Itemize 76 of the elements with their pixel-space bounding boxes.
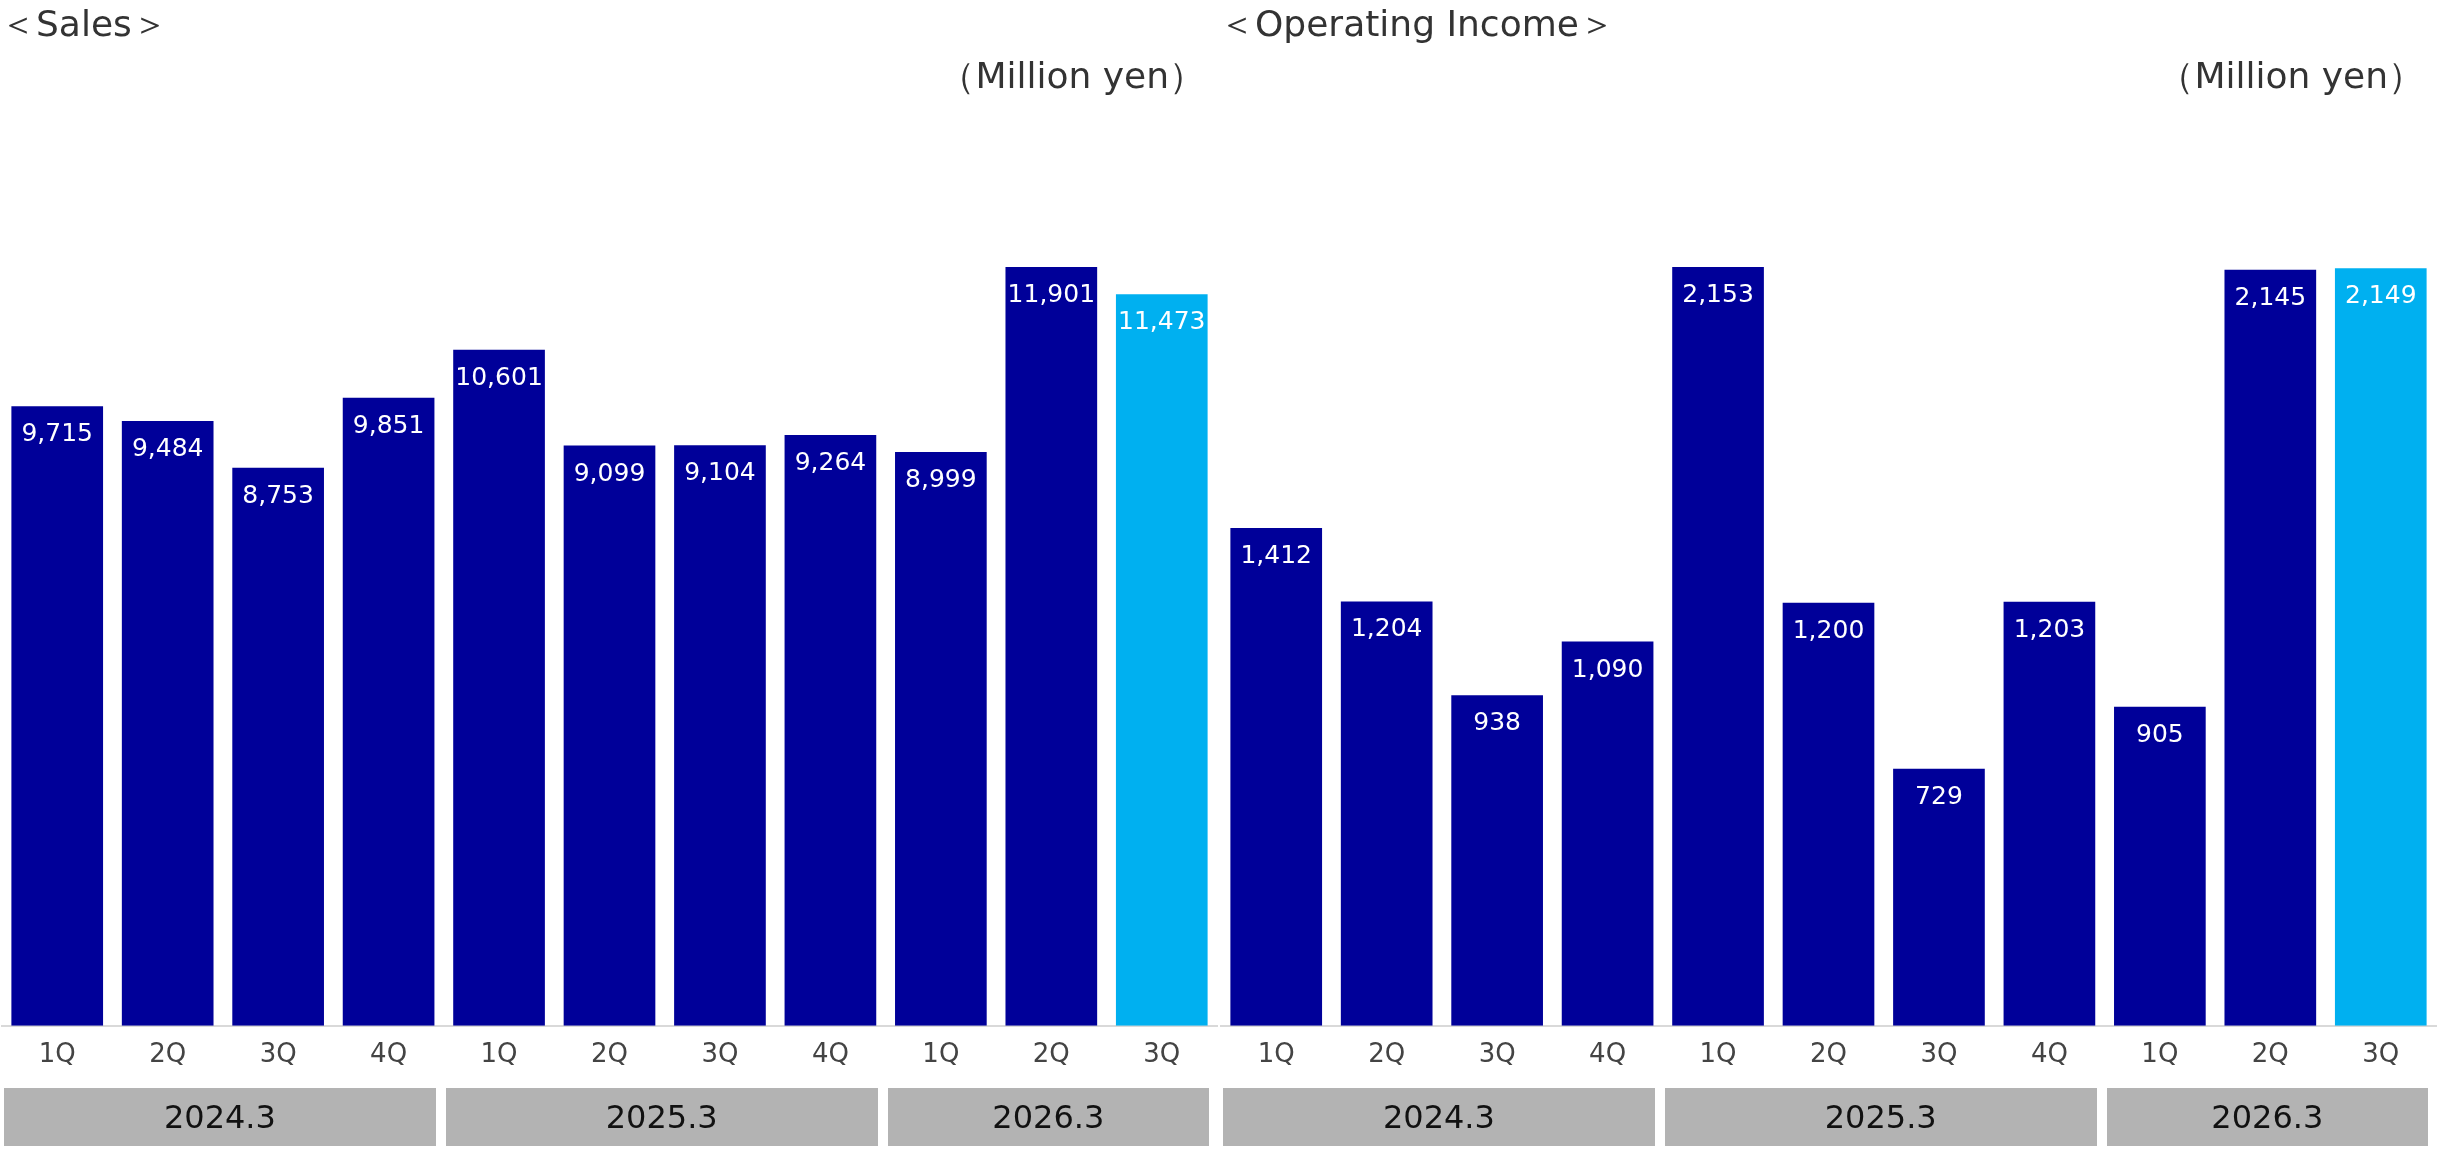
- bar: [1893, 768, 1985, 1026]
- bar: [784, 435, 877, 1026]
- data-label: 1,090: [1571, 653, 1644, 683]
- x-tick-label: 4Q: [370, 1038, 408, 1069]
- x-tick-label: 2Q: [2251, 1038, 2289, 1069]
- bar: [232, 467, 324, 1026]
- chart-subtitle: （Million yen）: [939, 54, 1205, 98]
- x-tick-label: 3Q: [1478, 1038, 1516, 1069]
- bar: [563, 445, 656, 1026]
- data-label: 9,104: [684, 457, 756, 487]
- bar: [1230, 528, 1323, 1026]
- bar: [1451, 695, 1543, 1026]
- x-tick-label: 2Q: [1809, 1038, 1848, 1069]
- x-tick-label: 4Q: [811, 1038, 849, 1069]
- x-tick-label: 2Q: [1032, 1038, 1070, 1069]
- bar: [1005, 266, 1098, 1026]
- data-label: 8,753: [242, 479, 314, 509]
- data-label: 11,473: [1118, 306, 1206, 336]
- bar: [2114, 706, 2206, 1026]
- text: 2026.3: [2106, 1088, 2428, 1146]
- bar: [1672, 266, 1764, 1026]
- data-label: 9,099: [573, 457, 646, 487]
- data-label: 1,412: [1240, 540, 1313, 570]
- text: 2025.3: [445, 1088, 878, 1146]
- x-tick-label: 3Q: [1920, 1038, 1958, 1069]
- bar: [1115, 294, 1208, 1026]
- data-label: 11,901: [1007, 278, 1096, 308]
- data-label: 9,264: [794, 447, 867, 477]
- x-tick-label: 1Q: [1699, 1038, 1737, 1069]
- bar: [1782, 602, 1875, 1026]
- chart-subtitle: （Million yen）: [2158, 54, 2424, 98]
- data-label: 9,484: [131, 433, 204, 463]
- x-tick-label: 2Q: [1368, 1038, 1406, 1069]
- chart-title: ＜Operating Income＞: [1219, 2, 1615, 46]
- x-tick-label: 2Q: [149, 1038, 187, 1069]
- x-tick-label: 4Q: [2030, 1038, 2068, 1069]
- data-label: 9,715: [21, 418, 94, 448]
- text: 2024.3: [1223, 1088, 1655, 1146]
- x-tick-label: 3Q: [701, 1038, 739, 1069]
- data-label: 9,851: [352, 409, 425, 439]
- bar: [2003, 601, 2096, 1026]
- x-tick-label: 1Q: [38, 1038, 76, 1069]
- x-tick-label: 4Q: [1589, 1038, 1627, 1069]
- data-label: 2,149: [2344, 280, 2417, 310]
- data-label: 1,200: [1792, 614, 1865, 644]
- data-label: 938: [1473, 707, 1521, 737]
- text: 2026.3: [887, 1088, 1209, 1146]
- x-tick-label: 3Q: [1143, 1038, 1181, 1069]
- data-label: 729: [1915, 780, 1963, 810]
- x-tick-label: 1Q: [2141, 1038, 2179, 1069]
- x-tick-label: 3Q: [2362, 1038, 2400, 1069]
- bar: [121, 421, 214, 1026]
- data-label: 1,203: [2013, 613, 2086, 643]
- bar: [2224, 269, 2317, 1026]
- data-label: 2,145: [2234, 281, 2307, 311]
- x-tick-label: 1Q: [480, 1038, 518, 1069]
- data-label: 8,999: [905, 463, 977, 493]
- x-tick-label: 3Q: [259, 1038, 297, 1069]
- text: 2024.3: [4, 1088, 436, 1146]
- x-tick-label: 2Q: [590, 1038, 629, 1069]
- data-label: 1,204: [1350, 613, 1423, 643]
- data-label: 2,153: [1682, 278, 1754, 308]
- x-tick-label: 1Q: [1257, 1038, 1295, 1069]
- bar: [2334, 268, 2427, 1026]
- chart-title: ＜Sales＞: [0, 2, 168, 46]
- bar: [674, 445, 766, 1026]
- bar: [453, 349, 545, 1026]
- bar: [895, 451, 987, 1026]
- x-tick-label: 1Q: [922, 1038, 960, 1069]
- data-label: 905: [2136, 718, 2184, 748]
- data-label: 10,601: [455, 361, 543, 391]
- bar: [1340, 601, 1433, 1026]
- bar: [1561, 641, 1654, 1026]
- text: 2025.3: [1664, 1088, 2097, 1146]
- bar: [342, 397, 435, 1026]
- bar: [11, 406, 104, 1026]
